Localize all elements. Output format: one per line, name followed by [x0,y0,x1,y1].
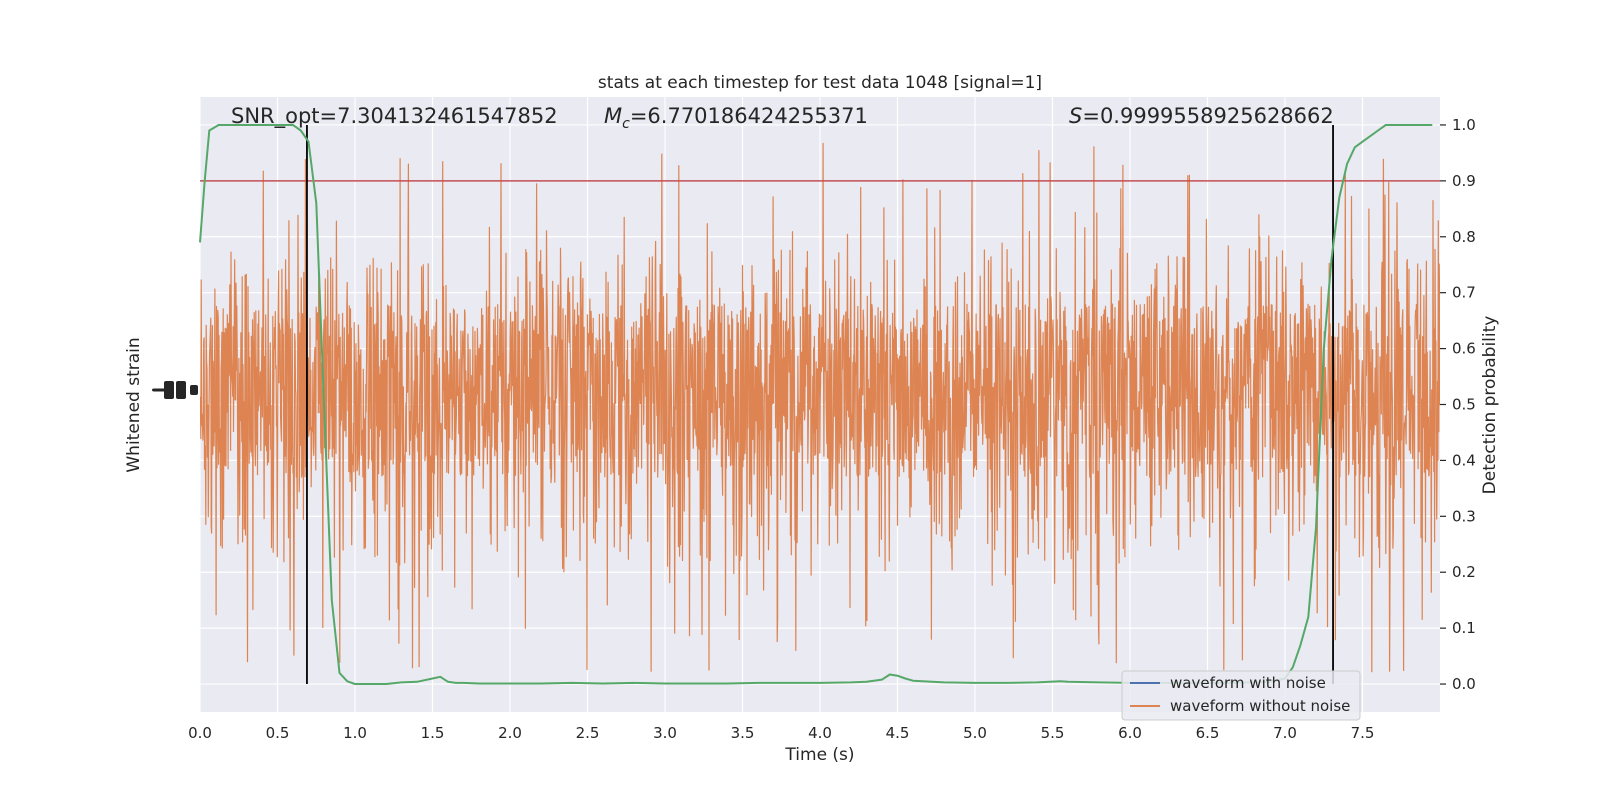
legend-box [1121,670,1361,721]
x-tick-2: 1.0 [343,724,367,742]
right-tick-4: 0.4 [1452,451,1476,469]
legend-label-clean: waveform without noise [1170,697,1350,715]
x-tick-14: 7.0 [1273,724,1297,742]
x-tick-1: 0.5 [266,724,290,742]
right-tick-2: 0.2 [1452,563,1476,581]
right-tick-6: 0.6 [1452,340,1476,358]
left-tick-blob-0 [152,388,166,392]
right-tick-1: 0.1 [1452,619,1476,637]
x-tick-4: 2.0 [498,724,522,742]
x-tick-6: 3.0 [653,724,677,742]
right-axis-ticks: 0.0 0.1 0.2 0.3 0.4 0.5 0.6 0.7 0.8 0.9 1.0 [1440,116,1476,693]
x-tick-13: 6.5 [1196,724,1220,742]
x-tick-12: 6.0 [1118,724,1142,742]
strain-series [200,142,1440,673]
chirp-mass-subscript: c [622,116,630,132]
chirp-mass-value: =6.770186424255371 [630,104,868,128]
x-tick-9: 4.5 [886,724,910,742]
right-tick-7: 0.7 [1452,284,1476,302]
x-tick-0: 0.0 [188,724,212,742]
score-annotation: S=0.9999558925628662 [1069,104,1334,128]
left-tick-blob-2 [176,381,186,399]
score-symbol: S [1069,104,1082,128]
left-axis-label: Whitened strain [124,337,144,472]
left-tick-blob-3 [190,385,198,395]
x-tick-7: 3.5 [731,724,755,742]
legend: waveform with noise waveform without noi… [1121,670,1361,721]
x-tick-10: 5.0 [963,724,987,742]
series-1 [200,142,1440,673]
right-tick-3: 0.3 [1452,507,1476,525]
left-tick-blob-1 [164,381,174,399]
vertical-markers [306,124,1334,685]
chirp-mass-annotation: Mc=6.770186424255371 [604,104,868,132]
x-axis-label: Time (s) [784,745,854,765]
legend-label-noise: waveform with noise [1170,674,1326,692]
chirp-mass-symbol: M [604,104,622,128]
right-tick-9: 0.9 [1452,172,1476,190]
series-2 [199,124,1433,685]
x-tick-15: 7.5 [1351,724,1375,742]
x-axis-ticks: 0.0 0.5 1.0 1.5 2.0 2.5 3.0 3.5 4.0 4.5 5.0 5.5 6.0 6… [188,724,1374,742]
x-tick-8: 4.0 [808,724,832,742]
snr-annotation: SNR_opt=7.304132461547852 [231,104,558,129]
right-tick-10: 1.0 [1452,116,1476,134]
x-tick-5: 2.5 [576,724,600,742]
left-axis-ticks [152,381,198,399]
chart-title: stats at each timestep for test data 104… [598,73,1042,93]
right-tick-0: 0.0 [1452,675,1476,693]
x-tick-3: 1.5 [421,724,445,742]
right-tick-5: 0.5 [1452,396,1476,414]
probability-series [199,124,1433,685]
x-tick-11: 5.5 [1041,724,1065,742]
score-value: =0.9999558925628662 [1082,104,1333,128]
right-tick-8: 0.8 [1452,228,1476,246]
right-axis-label: Detection probability [1480,316,1500,495]
